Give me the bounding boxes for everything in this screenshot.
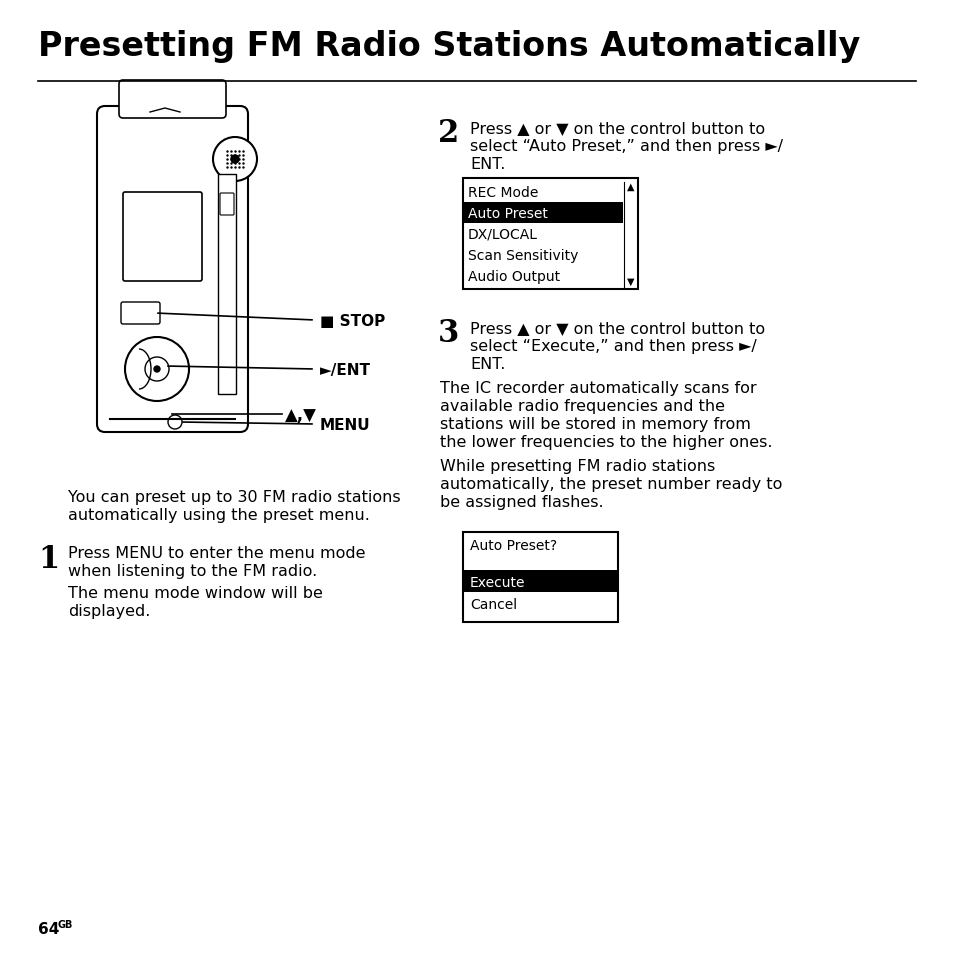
Circle shape — [153, 367, 160, 373]
Text: DX/LOCAL: DX/LOCAL — [468, 228, 537, 242]
Bar — [463, 203, 622, 224]
Text: REC Mode: REC Mode — [468, 186, 537, 200]
Text: 3: 3 — [437, 317, 459, 349]
Text: ▼: ▼ — [626, 276, 634, 287]
Text: Press MENU to enter the menu mode: Press MENU to enter the menu mode — [68, 545, 365, 560]
Text: select “Auto Preset,” and then press ►/: select “Auto Preset,” and then press ►/ — [470, 139, 782, 153]
Text: when listening to the FM radio.: when listening to the FM radio. — [68, 563, 317, 578]
Text: 64: 64 — [38, 921, 59, 936]
Text: ■ STOP: ■ STOP — [319, 314, 385, 328]
Text: ENT.: ENT. — [470, 356, 505, 372]
Text: The IC recorder automatically scans for: The IC recorder automatically scans for — [439, 380, 756, 395]
FancyBboxPatch shape — [119, 81, 226, 119]
Text: 1: 1 — [38, 543, 59, 575]
Text: The menu mode window will be: The menu mode window will be — [68, 585, 322, 600]
Text: select “Execute,” and then press ►/: select “Execute,” and then press ►/ — [470, 338, 756, 354]
Text: automatically, the preset number ready to: automatically, the preset number ready t… — [439, 476, 781, 492]
FancyBboxPatch shape — [220, 193, 233, 215]
Text: GB: GB — [58, 919, 73, 929]
Text: Auto Preset?: Auto Preset? — [470, 538, 557, 553]
Text: ►/ENT: ►/ENT — [319, 362, 371, 377]
Bar — [462, 533, 618, 622]
Text: While presetting FM radio stations: While presetting FM radio stations — [439, 458, 715, 474]
FancyBboxPatch shape — [97, 107, 248, 433]
Text: Execute: Execute — [470, 576, 525, 589]
Circle shape — [231, 156, 239, 164]
FancyBboxPatch shape — [121, 303, 160, 325]
Text: automatically using the preset menu.: automatically using the preset menu. — [68, 507, 370, 522]
Circle shape — [125, 337, 189, 401]
Text: stations will be stored in memory from: stations will be stored in memory from — [439, 416, 750, 432]
Circle shape — [168, 416, 182, 430]
Text: Presetting FM Radio Stations Automatically: Presetting FM Radio Stations Automatical… — [38, 30, 860, 63]
Text: Audio Output: Audio Output — [468, 270, 559, 284]
Text: 2: 2 — [437, 118, 458, 149]
Text: ▲,▼: ▲,▼ — [285, 406, 316, 423]
Text: available radio frequencies and the: available radio frequencies and the — [439, 398, 724, 414]
Bar — [218, 174, 235, 395]
Text: be assigned flashes.: be assigned flashes. — [439, 495, 603, 510]
Text: the lower frequencies to the higher ones.: the lower frequencies to the higher ones… — [439, 435, 772, 450]
Text: You can preset up to 30 FM radio stations: You can preset up to 30 FM radio station… — [68, 490, 400, 504]
Text: displayed.: displayed. — [68, 603, 151, 618]
Text: Scan Sensitivity: Scan Sensitivity — [468, 249, 578, 263]
Bar — [462, 179, 638, 290]
Circle shape — [213, 138, 256, 182]
Bar — [463, 571, 617, 593]
FancyBboxPatch shape — [123, 193, 202, 282]
Circle shape — [145, 357, 169, 381]
Text: Cancel: Cancel — [470, 598, 517, 612]
Text: MENU: MENU — [319, 417, 370, 432]
Text: Press ▲ or ▼ on the control button to: Press ▲ or ▼ on the control button to — [470, 121, 764, 136]
Text: Auto Preset: Auto Preset — [468, 207, 547, 221]
Text: ▲: ▲ — [626, 182, 634, 192]
Text: ENT.: ENT. — [470, 157, 505, 172]
Text: Press ▲ or ▼ on the control button to: Press ▲ or ▼ on the control button to — [470, 320, 764, 335]
